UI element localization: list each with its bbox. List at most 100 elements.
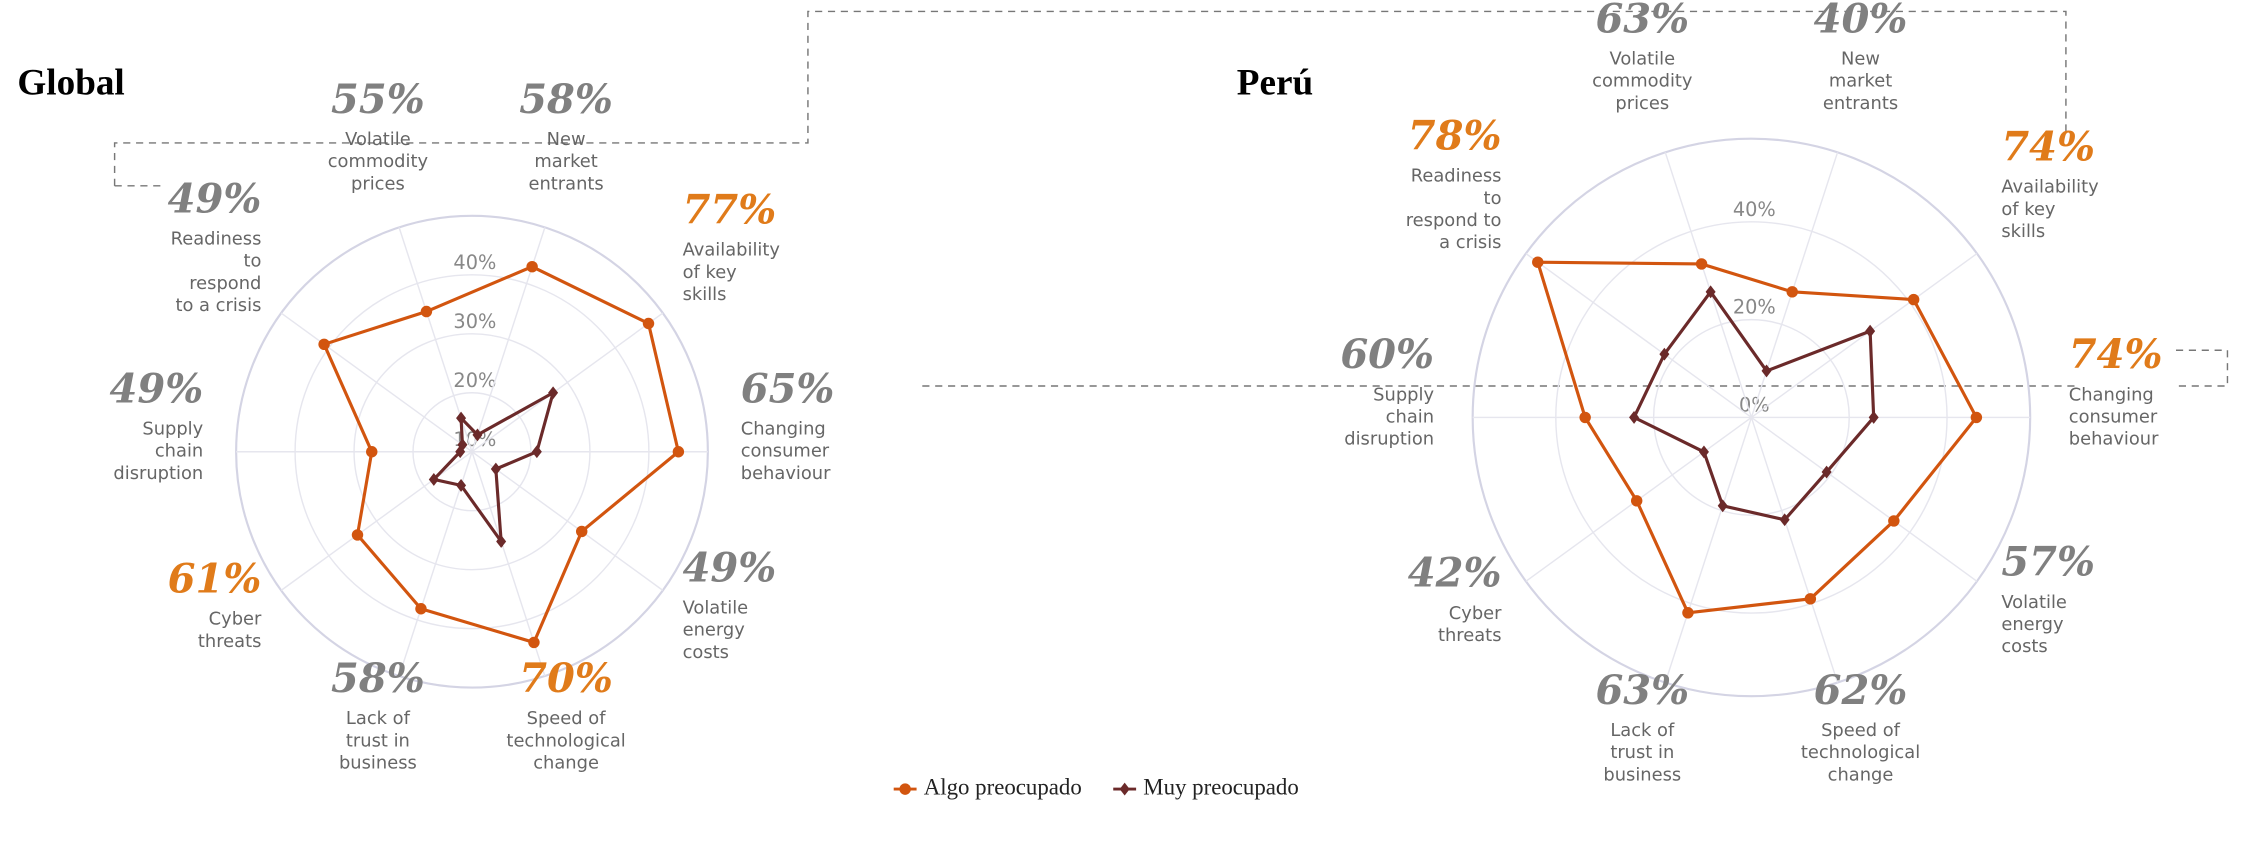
marker xyxy=(531,445,542,459)
category-label: to xyxy=(243,251,261,272)
marker xyxy=(1705,285,1716,299)
category-label: Volatile xyxy=(345,129,411,150)
category-value: 49% xyxy=(683,544,777,591)
marker xyxy=(575,525,588,538)
legend-label: Muy preocupado xyxy=(1143,774,1299,799)
category-value: 78% xyxy=(1408,112,1502,159)
category-label: Volatile xyxy=(2001,592,2067,613)
spoke xyxy=(280,312,473,453)
category-label: respond xyxy=(189,273,261,294)
marker xyxy=(1695,258,1708,270)
category-label: entrants xyxy=(528,173,603,194)
category-label: Volatile xyxy=(1610,48,1676,69)
category-label: commodity xyxy=(1592,71,1693,92)
category-value: 63% xyxy=(1595,0,1689,42)
category-label: Volatile xyxy=(683,598,749,619)
category-label: business xyxy=(1603,764,1681,785)
marker xyxy=(472,428,483,442)
chart-title: Global xyxy=(17,62,124,103)
category-label: trust in xyxy=(1610,742,1674,763)
marker xyxy=(1761,364,1772,378)
marker xyxy=(366,446,378,458)
category-value: 61% xyxy=(168,555,262,602)
marker xyxy=(1629,410,1640,424)
category-label: consumer xyxy=(2069,406,2158,427)
category-label: Changing xyxy=(2069,384,2154,405)
category-value: 49% xyxy=(168,175,262,222)
marker xyxy=(548,386,559,400)
category-label: Speed of xyxy=(1821,720,1901,741)
legend-marker xyxy=(899,783,911,795)
category-label: disruption xyxy=(1344,429,1434,450)
category-label: to a crisis xyxy=(175,295,261,316)
marker xyxy=(1888,515,1900,527)
marker xyxy=(1579,411,1591,424)
category-value: 74% xyxy=(2069,331,2163,378)
marker xyxy=(1717,499,1728,513)
category-label: change xyxy=(1828,764,1894,785)
marker xyxy=(318,338,330,351)
marker xyxy=(672,446,685,458)
category-label: trust in xyxy=(346,730,410,751)
category-label: commodity xyxy=(328,151,429,172)
spoke xyxy=(471,312,664,453)
marker xyxy=(1868,410,1879,424)
category-value: 70% xyxy=(519,655,613,702)
marker xyxy=(642,317,655,330)
category-label: prices xyxy=(1615,93,1669,114)
category-label: energy xyxy=(2001,614,2064,635)
category-value: 58% xyxy=(519,76,613,123)
spoke xyxy=(471,451,664,591)
category-label: of key xyxy=(2001,199,2056,220)
category-value: 42% xyxy=(1408,550,1502,597)
category-label: costs xyxy=(2001,636,2047,657)
chart-title: Perú xyxy=(1237,62,1313,103)
spoke xyxy=(1664,152,1753,418)
spoke xyxy=(1525,252,1752,419)
category-value: 49% xyxy=(110,365,204,412)
marker xyxy=(415,603,427,615)
category-label: chain xyxy=(155,441,203,462)
category-value: 55% xyxy=(331,76,425,123)
marker xyxy=(420,305,433,318)
marker xyxy=(1804,593,1817,605)
marker xyxy=(528,636,540,649)
category-value: 60% xyxy=(1340,331,1434,378)
category-label: Cyber xyxy=(1449,603,1502,624)
category-label: entrants xyxy=(1823,93,1898,114)
category-label: threats xyxy=(198,631,262,652)
tick-label: 30% xyxy=(453,310,496,333)
connector xyxy=(2175,349,2229,387)
category-value: 57% xyxy=(2001,539,2095,586)
marker xyxy=(1865,324,1876,338)
marker xyxy=(1659,347,1670,361)
marker xyxy=(1779,513,1790,527)
tick-label: 20% xyxy=(453,369,496,392)
category-label: prices xyxy=(351,173,405,194)
spoke xyxy=(1750,417,1839,683)
category-value: 63% xyxy=(1595,667,1689,714)
marker xyxy=(1907,293,1920,306)
category-label: skills xyxy=(683,284,727,305)
category-label: a crisis xyxy=(1439,232,1501,253)
category-label: Lack of xyxy=(1610,720,1675,741)
category-label: Supply xyxy=(1373,384,1434,405)
tick-label: 40% xyxy=(1733,198,1776,221)
legend-marker xyxy=(1119,782,1130,796)
marker xyxy=(1630,495,1643,507)
category-label: to xyxy=(1484,188,1502,209)
marker xyxy=(526,260,538,273)
marker xyxy=(456,478,467,492)
tick-label: 0% xyxy=(1739,393,1770,416)
spoke xyxy=(1751,252,1978,419)
legend-label: Algo preocupado xyxy=(924,774,1082,799)
marker xyxy=(456,411,467,425)
connectors xyxy=(113,10,2229,387)
category-label: Availability xyxy=(2001,177,2099,198)
category-label: Changing xyxy=(741,419,826,440)
marker xyxy=(351,529,364,541)
category-label: New xyxy=(1841,48,1880,69)
category-label: technological xyxy=(506,730,625,751)
spoke xyxy=(1664,417,1753,683)
